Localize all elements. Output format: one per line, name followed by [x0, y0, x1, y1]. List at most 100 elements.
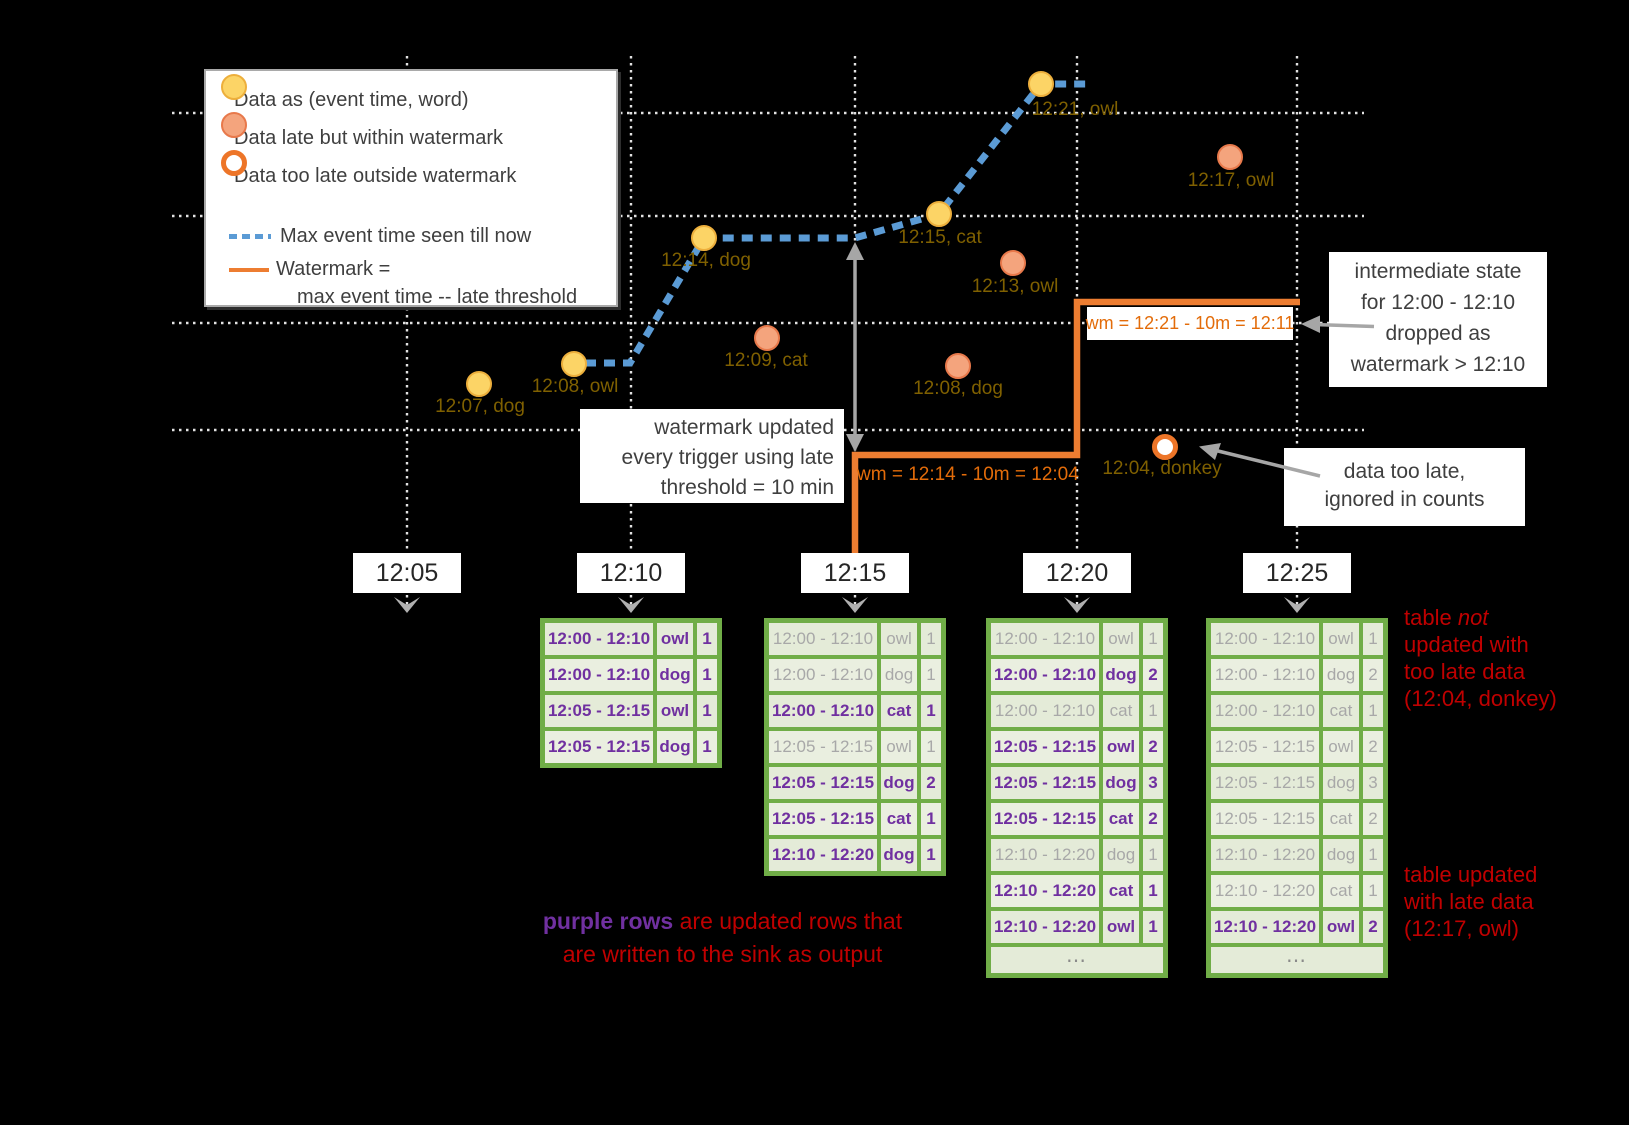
cell-window: 12:10 - 12:20 — [991, 911, 1099, 943]
event-dot-ontime — [466, 371, 492, 397]
callout-line: threshold = 10 min — [660, 476, 834, 499]
note-line: updated with — [1404, 632, 1529, 657]
table-row: 12:00 - 12:10 cat 1 — [1211, 695, 1383, 727]
event-dot-late — [1217, 144, 1243, 170]
cell-count: 1 — [921, 731, 941, 763]
cell-window: 12:00 - 12:10 — [769, 695, 877, 727]
cell-word: dog — [1103, 839, 1139, 871]
cell-window: 12:00 - 12:10 — [991, 695, 1099, 727]
legend-sublabel: max event time -- late threshold — [297, 285, 578, 308]
callout-data-too-late: data too late, ignored in counts — [1284, 448, 1525, 526]
cell-word: owl — [881, 731, 917, 763]
cell-count: 1 — [1363, 839, 1383, 871]
event-label: 12:04, donkey — [1102, 458, 1222, 479]
event-dot-late — [945, 353, 971, 379]
ontime-dot-icon — [221, 74, 247, 100]
tick-arrowhead-icon — [842, 597, 868, 613]
note-line: (12:17, owl) — [1404, 916, 1519, 941]
trigger-gap-arrow — [846, 242, 864, 452]
cell-word: dog — [657, 731, 693, 763]
cell-word: dog — [1323, 839, 1359, 871]
note-line: too late data — [1404, 659, 1526, 684]
cell-count: 1 — [1363, 695, 1383, 727]
cell-word: cat — [1103, 695, 1139, 727]
ellipsis-row: ⋯ — [1211, 947, 1383, 973]
table-row: 12:00 - 12:10 owl 1 — [545, 623, 717, 655]
cell-window: 12:05 - 12:15 — [1211, 731, 1319, 763]
cell-window: 12:10 - 12:20 — [1211, 839, 1319, 871]
cell-count: 1 — [1143, 695, 1163, 727]
event-label: 12:13, owl — [971, 276, 1059, 297]
cell-word: dog — [1103, 767, 1139, 799]
event-label: 12:14, dog — [661, 250, 751, 271]
cell-count: 2 — [1363, 731, 1383, 763]
table-row: 12:00 - 12:10 dog 2 — [991, 659, 1163, 691]
result-table-1210: 12:00 - 12:10 owl 1 12:00 - 12:10 dog 1 12:05 … — [540, 618, 722, 768]
table-row: 12:00 - 12:10 dog 1 — [769, 659, 941, 691]
note-line: table not — [1404, 604, 1557, 631]
cell-word: owl — [1103, 911, 1139, 943]
cell-window: 12:00 - 12:10 — [1211, 659, 1319, 691]
cell-window: 12:00 - 12:10 — [991, 623, 1099, 655]
note-line: purple rows are updated rows that — [500, 905, 945, 938]
cell-window: 12:10 - 12:20 — [769, 839, 877, 871]
cell-window: 12:00 - 12:10 — [545, 659, 653, 691]
event-dot-ontime — [561, 351, 587, 377]
table-row: 12:00 - 12:10 owl 1 — [1211, 623, 1383, 655]
cell-count: 1 — [921, 803, 941, 835]
cell-word: cat — [881, 803, 917, 835]
event-dot-toolate — [1152, 434, 1178, 460]
table-row: 12:10 - 12:20 cat 1 — [991, 875, 1163, 907]
note-purple-rows: purple rows are updated rows that are wr… — [500, 905, 945, 971]
cell-count: 1 — [921, 695, 941, 727]
cell-word: cat — [1323, 695, 1359, 727]
late-dot-icon — [221, 112, 247, 138]
cell-count: 1 — [697, 659, 717, 691]
cell-count: 2 — [921, 767, 941, 799]
event-label: 12:09, cat — [724, 350, 808, 371]
event-dot-ontime — [1028, 71, 1054, 97]
time-tick-1215: 12:15 — [801, 553, 909, 593]
cell-count: 3 — [1143, 767, 1163, 799]
blue-dashed-line-icon — [229, 233, 271, 239]
cell-count: 3 — [1363, 767, 1383, 799]
cell-count: 1 — [1363, 623, 1383, 655]
cell-word: cat — [1103, 875, 1139, 907]
watermark-formula-2: wm = 12:21 - 10m = 12:11 — [1086, 307, 1294, 340]
callout-line: for 12:00 - 12:10 — [1360, 291, 1516, 314]
cell-word: owl — [657, 623, 693, 655]
table-row: 12:10 - 12:20 owl 1 — [991, 911, 1163, 943]
cell-window: 12:10 - 12:20 — [991, 839, 1099, 871]
table-row: 12:10 - 12:20 dog 1 — [991, 839, 1163, 871]
time-tick-1205: 12:05 — [353, 553, 461, 593]
table-row: 12:00 - 12:10 dog 1 — [545, 659, 717, 691]
cell-count: 1 — [1143, 875, 1163, 907]
watermark-formula-1: wm = 12:14 - 10m = 12:04 — [857, 464, 1079, 485]
legend-label: Data too late outside watermark — [234, 164, 517, 187]
cell-word: cat — [1323, 875, 1359, 907]
cell-word: dog — [1323, 659, 1359, 691]
cell-count: 2 — [1363, 803, 1383, 835]
table-row: 12:10 - 12:20 cat 1 — [1211, 875, 1383, 907]
note-line: table updated — [1404, 862, 1538, 887]
note-table-not-updated: table not updated with too late data (12… — [1404, 604, 1557, 712]
table-row: 12:05 - 12:15 cat 2 — [1211, 803, 1383, 835]
table-row: 12:05 - 12:15 owl 1 — [769, 731, 941, 763]
cell-window: 12:05 - 12:15 — [769, 731, 877, 763]
legend-item-watermark: Watermark = — [206, 255, 616, 283]
cell-word: dog — [1323, 767, 1359, 799]
cell-count: 1 — [697, 695, 717, 727]
time-tick-1210: 12:10 — [577, 553, 685, 593]
callout-line: data too late, — [1343, 460, 1466, 483]
cell-word: cat — [1323, 803, 1359, 835]
table-row: 12:10 - 12:20 owl 2 — [1211, 911, 1383, 943]
table-row: 12:05 - 12:15 dog 2 — [769, 767, 941, 799]
cell-window: 12:05 - 12:15 — [769, 803, 877, 835]
note-table-updated: table updated with late data (12:17, owl… — [1404, 861, 1537, 942]
cell-count: 1 — [1143, 839, 1163, 871]
callout-line: ignored in counts — [1324, 488, 1485, 511]
note-text: are updated rows that — [673, 908, 903, 934]
legend-label: Data as (event time, word) — [234, 88, 469, 111]
cell-window: 12:05 - 12:15 — [1211, 803, 1319, 835]
note-text-italic: not — [1457, 605, 1489, 630]
